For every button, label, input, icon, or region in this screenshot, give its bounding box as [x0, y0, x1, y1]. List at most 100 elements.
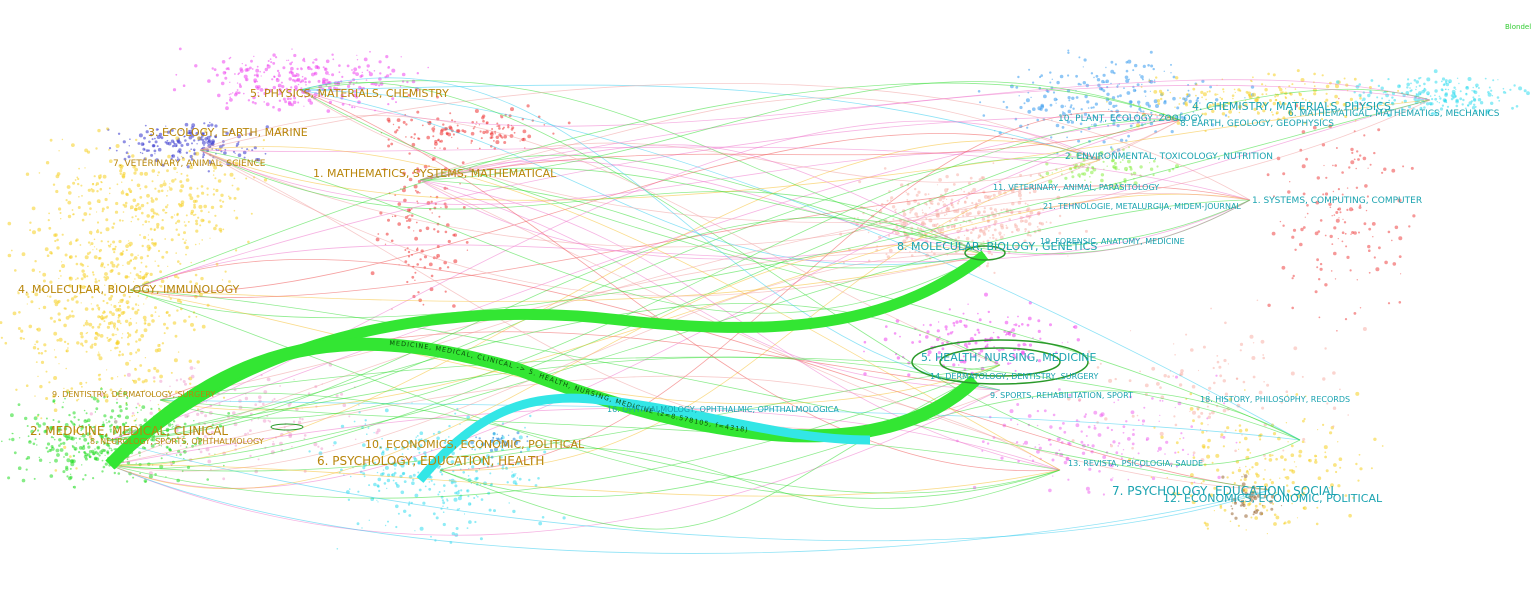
- journal-dot: [97, 128, 101, 133]
- journal-dot: [151, 393, 153, 396]
- journal-dot: [144, 171, 148, 176]
- journal-dot: [183, 319, 187, 323]
- journal-dot: [255, 85, 259, 89]
- journal-dot: [1118, 185, 1123, 190]
- journal-dot: [1199, 428, 1202, 430]
- journal-dot: [38, 456, 40, 459]
- journal-dot: [211, 139, 215, 143]
- journal-dot: [111, 291, 113, 294]
- journal-dot: [1305, 157, 1308, 161]
- journal-dot: [373, 482, 377, 487]
- journal-dot: [1470, 100, 1474, 103]
- journal-dot: [1335, 218, 1340, 223]
- journal-dot: [1321, 74, 1324, 77]
- journal-dot: [992, 236, 995, 240]
- journal-dot: [173, 166, 177, 171]
- journal-dot: [187, 220, 190, 223]
- journal-dot: [1129, 330, 1132, 332]
- thin-link: [109, 217, 986, 441]
- journal-dot: [1207, 438, 1211, 443]
- journal-dot: [1231, 502, 1234, 504]
- journal-dot: [147, 369, 151, 373]
- right-cluster-label: 9. SPORTS, REHABILITATION, SPORT: [990, 391, 1133, 400]
- journal-dot: [518, 435, 523, 440]
- journal-dot: [1222, 88, 1225, 91]
- journal-dot: [1244, 103, 1248, 107]
- journal-dot: [99, 392, 104, 397]
- journal-dot: [987, 262, 990, 265]
- journal-dot: [1213, 510, 1215, 512]
- journal-dot: [174, 426, 176, 429]
- journal-dot: [147, 238, 150, 241]
- journal-dot: [1290, 453, 1295, 458]
- journal-dot: [358, 89, 360, 91]
- journal-dot: [131, 412, 135, 415]
- journal-dot: [70, 297, 75, 301]
- journal-dot: [1231, 108, 1234, 111]
- journal-dot: [1239, 342, 1244, 346]
- journal-dot: [1025, 98, 1030, 103]
- journal-dot: [1166, 477, 1169, 479]
- journal-dot: [138, 404, 141, 407]
- journal-dot: [1316, 266, 1319, 269]
- journal-dot: [1222, 435, 1226, 439]
- journal-dot: [1170, 72, 1172, 74]
- journal-dot: [151, 319, 155, 323]
- journal-dot: [1099, 151, 1104, 155]
- journal-dot: [446, 498, 448, 501]
- journal-dot: [1428, 101, 1432, 106]
- journal-dot: [115, 144, 120, 148]
- journal-dot: [1270, 481, 1274, 485]
- journal-dot: [228, 195, 230, 198]
- journal-dot: [61, 406, 64, 409]
- journal-dot: [1252, 513, 1255, 516]
- journal-dot: [207, 211, 210, 214]
- journal-dot: [1148, 78, 1150, 80]
- journal-dot: [1023, 239, 1027, 243]
- journal-dot: [366, 69, 369, 72]
- journal-dot: [1201, 79, 1205, 83]
- journal-dot: [1319, 267, 1323, 271]
- journal-dot: [141, 244, 144, 248]
- left-cluster-label: 9. DENTISTRY, DERMATOLOGY, SURGERY: [52, 390, 215, 399]
- right-cluster-label: 10. PLANT, ECOLOGY, ZOOLOGY: [1058, 114, 1203, 124]
- journal-dot: [1174, 106, 1176, 108]
- journal-dot: [407, 226, 411, 229]
- journal-dot: [431, 127, 436, 131]
- journal-dot: [395, 101, 397, 104]
- journal-dot: [159, 184, 164, 188]
- journal-dot: [1324, 455, 1327, 459]
- journal-dot: [0, 321, 3, 325]
- journal-dot: [1161, 400, 1164, 402]
- journal-dot: [1249, 452, 1252, 454]
- journal-dot: [945, 209, 947, 212]
- journal-dot: [1145, 437, 1150, 441]
- journal-dot: [1241, 502, 1245, 506]
- journal-dot: [146, 214, 150, 218]
- journal-dot: [1275, 457, 1278, 461]
- journal-dot: [1359, 96, 1362, 100]
- journal-dot: [965, 212, 970, 217]
- journal-dot: [1344, 494, 1348, 497]
- journal-dot: [139, 455, 141, 457]
- journal-dot: [1318, 316, 1321, 319]
- journal-dot: [1316, 176, 1321, 180]
- journal-dot: [59, 431, 62, 435]
- journal-dot: [1207, 424, 1209, 426]
- journal-dot: [111, 392, 113, 395]
- journal-dot: [1135, 114, 1138, 118]
- journal-dot: [1080, 440, 1084, 444]
- journal-dot: [1133, 181, 1138, 186]
- journal-dot: [1237, 524, 1240, 527]
- journal-dot: [1324, 451, 1327, 454]
- journal-dot: [1382, 92, 1385, 94]
- journal-dot: [1238, 448, 1240, 450]
- journal-dot: [977, 312, 979, 315]
- journal-dot: [1118, 168, 1120, 171]
- journal-dot: [1350, 147, 1354, 152]
- journal-dot: [1097, 433, 1102, 437]
- journal-dot: [335, 394, 339, 398]
- journal-dot: [119, 169, 123, 173]
- journal-dot: [458, 508, 461, 510]
- journal-dot: [136, 411, 139, 414]
